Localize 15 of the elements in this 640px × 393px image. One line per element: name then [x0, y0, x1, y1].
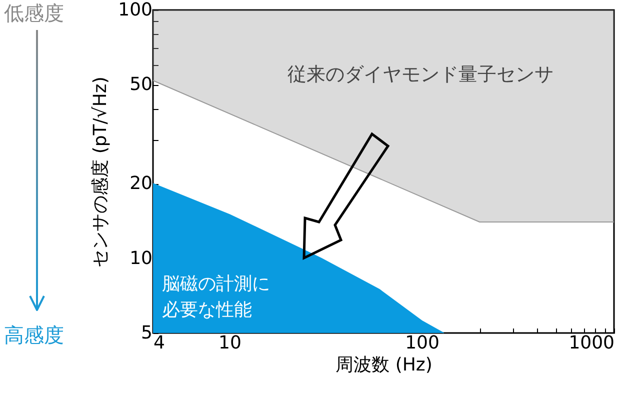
series-label: 脳磁の計測に必要な性能 [162, 274, 270, 321]
x-tick-label: 100 [405, 332, 440, 354]
y-tick-label: 50 [130, 74, 152, 96]
y-tick-label: 5 [141, 322, 152, 344]
x-axis-title: 周波数 (Hz) [336, 354, 432, 376]
x-tick-label: 4 [154, 332, 165, 354]
y-tick-label: 20 [130, 173, 152, 194]
y-tick-label: 100 [118, 0, 152, 20]
text: 低感度 [4, 0, 64, 27]
y-axis-title: センサの感度 (pT/√Hz) [90, 76, 112, 268]
x-tick-label: 10 [218, 332, 242, 354]
x-tick-label: 1000 [568, 332, 614, 354]
text: 高感度 [4, 322, 64, 349]
text: 従来のダイヤモンド量子センサ [287, 64, 554, 86]
y-tick-label: 10 [130, 248, 152, 269]
